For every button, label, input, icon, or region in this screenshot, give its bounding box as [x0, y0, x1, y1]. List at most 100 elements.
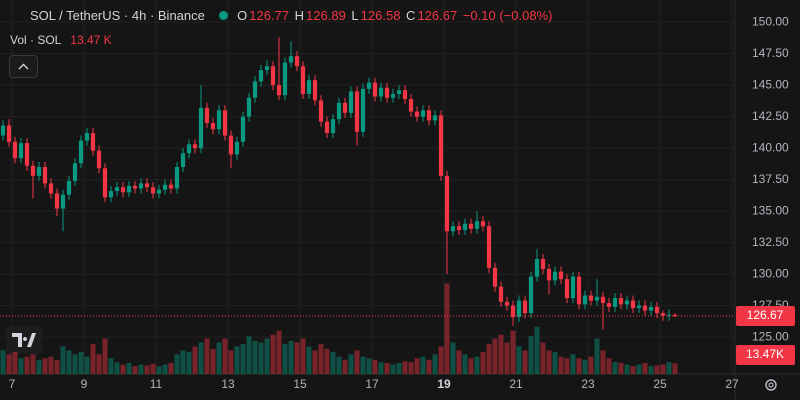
volume-bar: [24, 356, 30, 374]
candle-body: [468, 223, 474, 229]
candle-body: [348, 91, 354, 113]
volume-bar: [546, 350, 552, 374]
candle-body: [330, 119, 336, 134]
candle-body: [84, 133, 90, 141]
volume-bar: [252, 340, 258, 374]
volume-bar: [636, 364, 642, 374]
volume-bar: [432, 354, 438, 374]
volume-bar: [306, 346, 312, 374]
volume-bar: [330, 351, 336, 374]
candle-body: [180, 153, 186, 168]
candle-body: [552, 271, 558, 281]
volume-bar: [366, 358, 372, 374]
volume-bar: [372, 359, 378, 374]
candle-body: [258, 70, 264, 82]
volume-bar: [528, 336, 534, 374]
volume-bar: [240, 344, 246, 374]
candle-body: [18, 143, 24, 159]
volume-bar: [390, 364, 396, 374]
volume-bar: [420, 356, 426, 374]
volume-bar: [30, 354, 36, 374]
volume-bar: [504, 342, 510, 374]
x-tick-label: 15: [293, 377, 307, 391]
candle-body: [216, 110, 222, 130]
candle-body: [6, 125, 12, 142]
candle-body: [510, 305, 516, 317]
volume-bar: [222, 338, 228, 374]
volume-bar: [438, 346, 444, 374]
volume-bar: [156, 366, 162, 374]
candle-body: [234, 141, 240, 155]
volume-label-box: [736, 345, 795, 365]
candle-body: [648, 306, 654, 311]
last-price-label: 126.67: [747, 308, 784, 322]
volume-bar: [168, 362, 174, 374]
candle-body: [276, 85, 282, 96]
volume-bar: [498, 334, 504, 374]
volume-bar: [474, 356, 480, 374]
candle-body: [654, 306, 660, 314]
candle-body: [48, 183, 54, 194]
candle-body: [660, 313, 666, 316]
candle-body: [108, 190, 114, 198]
candle-body: [372, 82, 378, 97]
candle-body: [138, 183, 144, 189]
volume-title: Vol · SOL: [10, 33, 61, 47]
candle-body: [606, 303, 612, 307]
volume-bar: [516, 346, 522, 374]
candle-body: [414, 111, 420, 117]
volume-bar: [162, 364, 168, 374]
volume-bar: [570, 354, 576, 374]
status-dot: [218, 11, 228, 20]
volume-bar: [612, 362, 618, 374]
volume-bar: [654, 365, 660, 374]
candle-body: [486, 226, 492, 268]
candle-body: [228, 135, 234, 155]
volume-bar: [594, 338, 600, 374]
volume-bar: [288, 340, 294, 374]
volume-bar: [180, 350, 186, 374]
candle-body: [564, 279, 570, 299]
volume-bar: [36, 359, 42, 374]
candle-body: [30, 165, 36, 176]
candle-body: [672, 314, 678, 317]
o-label: O: [237, 8, 248, 23]
volume-bar: [396, 362, 402, 374]
c-label: C: [406, 8, 416, 23]
volume-bar: [258, 342, 264, 374]
candle-body: [492, 267, 498, 287]
collapse-button[interactable]: [9, 55, 38, 78]
candle-body: [450, 226, 456, 232]
volume-bar: [54, 359, 60, 374]
x-tick-label: 19: [437, 377, 451, 391]
x-tick-label: 17: [365, 377, 379, 391]
candle-body: [384, 87, 390, 98]
candle-body: [420, 110, 426, 117]
volume-bar: [444, 283, 450, 374]
volume-bar: [78, 351, 84, 374]
volume-bar: [6, 354, 12, 374]
volume-bar: [144, 365, 150, 374]
y-tick-label: 130.00: [752, 266, 789, 280]
volume-bar: [342, 359, 348, 374]
candle-body: [396, 90, 402, 94]
x-tick-label: 13: [221, 377, 235, 391]
volume-bar: [360, 356, 366, 374]
volume-value: 13.47 K: [70, 33, 112, 47]
volume-bar: [660, 364, 666, 374]
volume-bar: [18, 358, 24, 374]
x-tick-label: 21: [509, 377, 523, 391]
candle-body: [60, 194, 66, 209]
last-price-box: [736, 306, 795, 327]
settings-icon[interactable]: [765, 379, 777, 391]
candle-body: [282, 62, 288, 96]
volume-axis-label: 13.47K: [746, 347, 784, 361]
candle-body: [522, 300, 528, 314]
candle-body: [168, 184, 174, 189]
volume-bar: [42, 358, 48, 374]
y-tick-label: 145.00: [752, 77, 789, 91]
